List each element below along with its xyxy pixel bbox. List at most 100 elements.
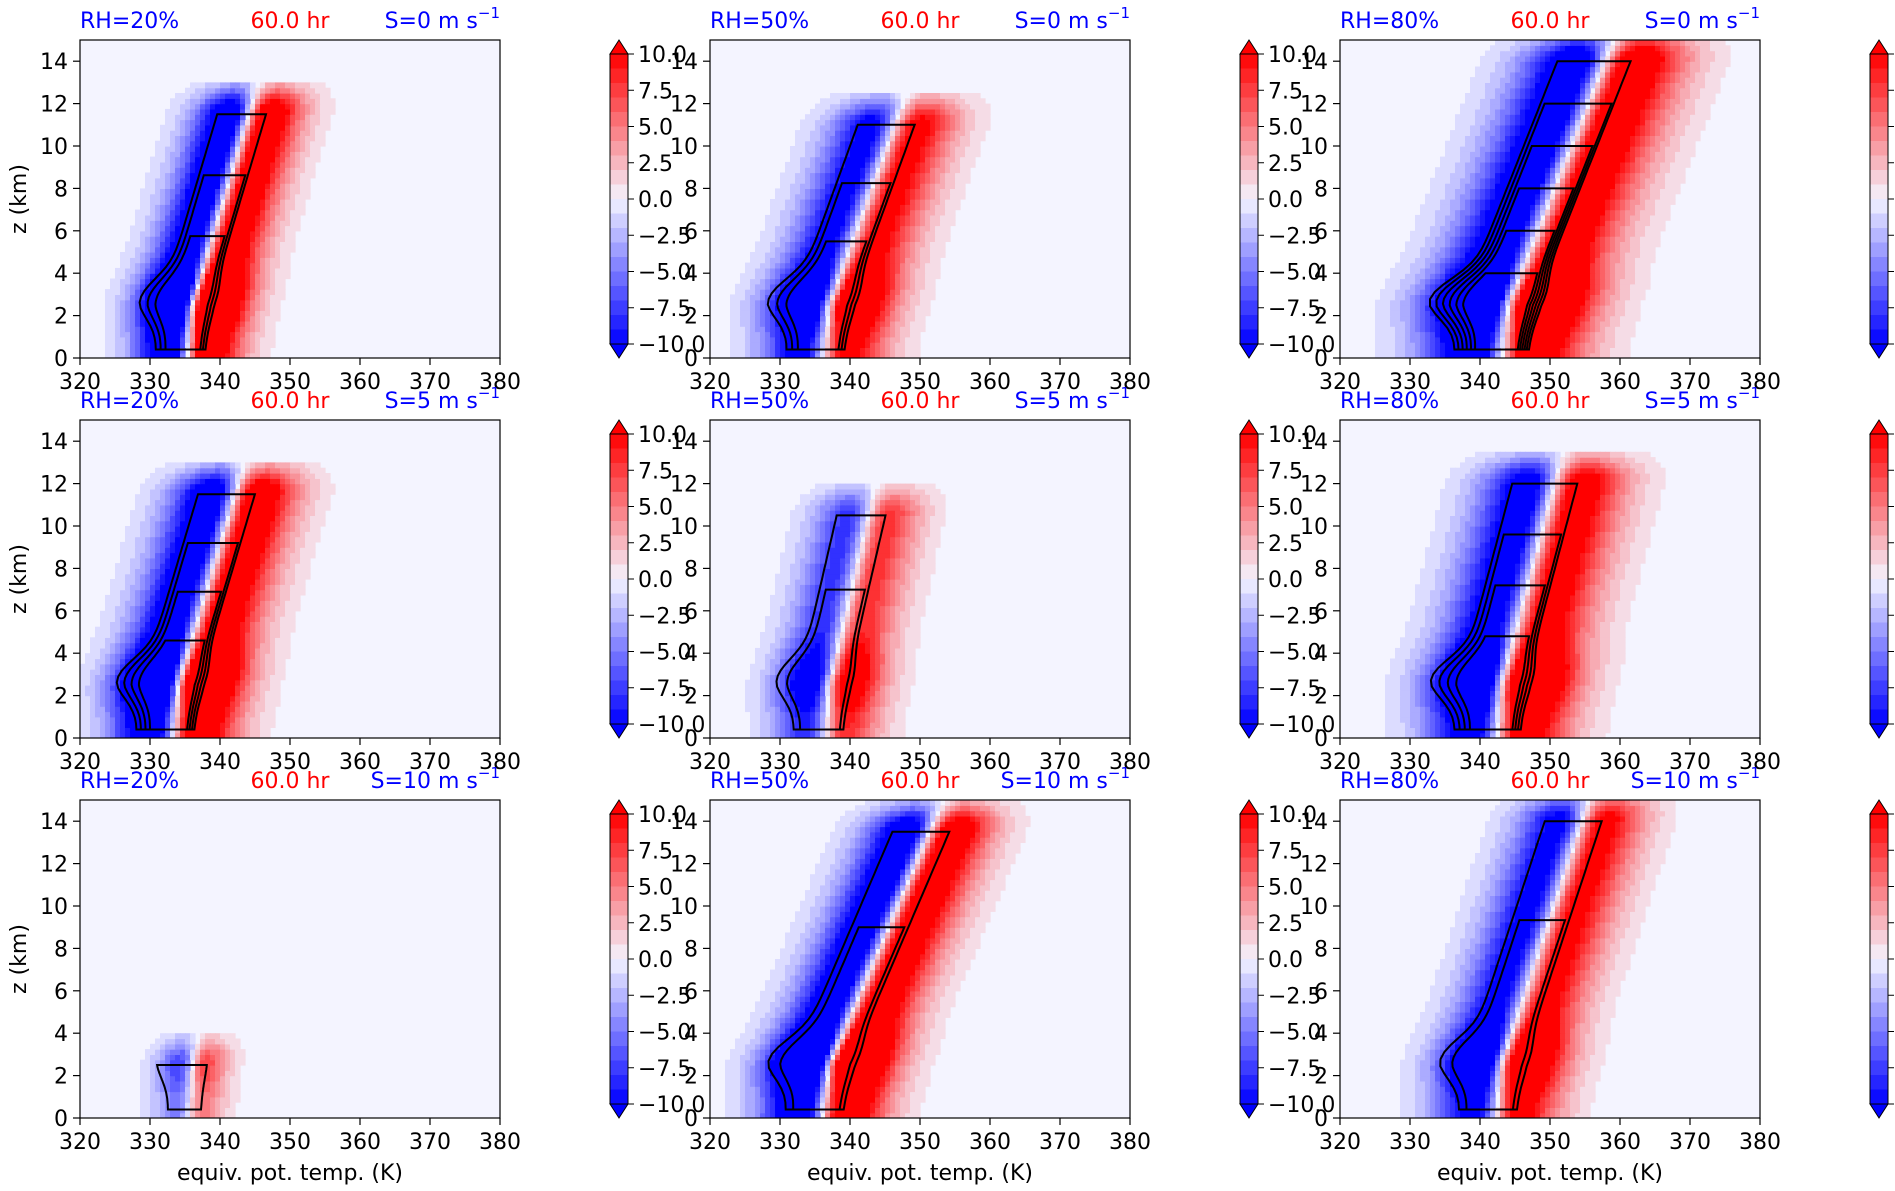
y-tick-label: 4 (54, 1022, 68, 1047)
colorbar-tick-label: 10.0 (1268, 423, 1317, 448)
colorbar-tick-label: 7.5 (1268, 79, 1303, 104)
y-tick-label: 2 (684, 305, 698, 330)
contour-lines (115, 493, 257, 731)
y-tick-label: 6 (1314, 220, 1328, 245)
x-tick-label: 350 (269, 1130, 311, 1155)
x-tick-label: 340 (199, 370, 241, 395)
y-tick-label: 0 (684, 727, 698, 752)
colorbar-extend-max (1869, 39, 1889, 55)
panel-1-3: 320 330 340 350 360 370 380 0 2 4 6 8 10 12 14 RH=80% 60… (1300, 4, 1894, 395)
y-tick-label: 6 (1314, 980, 1328, 1005)
tendency-field (1400, 800, 1676, 1118)
panel-title-rh: RH=80% (1340, 9, 1439, 34)
y-axis-label: z (km) (7, 164, 32, 234)
y-tick-label: 12 (40, 473, 68, 498)
panel-title-time: 60.0 hr (881, 9, 961, 34)
shear-value: S=0 m s (385, 9, 478, 34)
x-tick-label: 360 (339, 370, 381, 395)
y-tick-label: 6 (684, 980, 698, 1005)
x-tick-label: 380 (1109, 370, 1151, 395)
colorbar-tick-label: 0.0 (1268, 188, 1303, 213)
contour-line (776, 182, 892, 351)
x-tick-label: 330 (1389, 370, 1431, 395)
colorbar-tick-label: −10.0 (638, 333, 705, 358)
colorbar-extend-max (1239, 39, 1259, 55)
panel-3-3: 320 330 340 350 360 370 380 0 2 4 6 8 10 12 14 equiv. p… (1300, 764, 1894, 1186)
contour-line (1435, 102, 1614, 351)
y-tick-label: 0 (1314, 1107, 1328, 1132)
colorbar-extend-min (1869, 343, 1889, 359)
colorbar-tick-label: 10.0 (1268, 803, 1317, 828)
contour-line (146, 174, 247, 351)
x-tick-label: 320 (689, 370, 731, 395)
x-tick-label: 360 (969, 370, 1011, 395)
colorbar-tick-label: 5.0 (638, 496, 673, 521)
panel-title-rh: RH=50% (710, 769, 809, 794)
colorbar-tick-label: 2.5 (638, 152, 673, 177)
x-tick-label: 380 (479, 750, 521, 775)
colorbar-tick-label: −2.5 (1268, 984, 1321, 1009)
contour-lines (766, 123, 917, 351)
y-tick-label: 8 (1314, 177, 1328, 202)
y-tick-label: 12 (40, 93, 68, 118)
contour-line (115, 493, 257, 731)
colorbar-tick-label: −5.0 (638, 641, 691, 666)
colorbar-extend-max (1239, 799, 1259, 815)
colorbar-tick-label: −2.5 (1268, 224, 1321, 249)
y-tick-label: 12 (1300, 473, 1328, 498)
x-tick-label: 350 (1529, 370, 1571, 395)
x-tick-label: 370 (409, 750, 451, 775)
colorbar-tick-label: 2.5 (638, 912, 673, 937)
x-tick-label: 320 (1319, 1130, 1361, 1155)
y-tick-label: 0 (1314, 347, 1328, 372)
colorbar: 10.07.55.02.50.0−2.5−5.0−7.5−10.0 (1239, 799, 1335, 1119)
x-tick-label: 330 (129, 370, 171, 395)
panel-title-shear: S=5 m s−1 (1015, 384, 1130, 414)
panel-title-shear: S=5 m s−1 (1645, 384, 1760, 414)
y-tick-label: 10 (1300, 135, 1328, 160)
panel-title-rh: RH=50% (710, 389, 809, 414)
x-tick-label: 370 (409, 1130, 451, 1155)
panel-title-shear: S=0 m s−1 (385, 4, 500, 34)
y-tick-label: 10 (1300, 895, 1328, 920)
panel-title-time: 60.0 hr (1511, 389, 1591, 414)
x-tick-label: 380 (1739, 370, 1781, 395)
colorbar-extend-min (1869, 723, 1889, 739)
panel-title-shear: S=5 m s−1 (385, 384, 500, 414)
x-tick-label: 330 (129, 1130, 171, 1155)
colorbar: 10.07.55.02.50.0−2.5−5.0−7.5−10.0 (609, 39, 705, 359)
panel-title-time: 60.0 hr (1511, 9, 1591, 34)
panel-title-time: 60.0 hr (881, 389, 961, 414)
panel-title-shear: S=0 m s−1 (1015, 4, 1130, 34)
x-tick-label: 320 (689, 1130, 731, 1155)
colorbar-tick-label: −10.0 (638, 713, 705, 738)
colorbar-tick-label: −10.0 (638, 1093, 705, 1118)
y-tick-label: 8 (684, 937, 698, 962)
y-tick-label: 12 (40, 853, 68, 878)
y-tick-label: 12 (670, 473, 698, 498)
x-tick-label: 320 (59, 750, 101, 775)
y-tick-label: 14 (40, 810, 68, 835)
y-tick-label: 8 (54, 557, 68, 582)
contour-line (766, 123, 917, 351)
colorbar-tick-label: 10.0 (638, 423, 687, 448)
x-tick-label: 370 (1669, 1130, 1711, 1155)
panel-title-rh: RH=80% (1340, 769, 1439, 794)
y-tick-label: 8 (1314, 557, 1328, 582)
y-tick-label: 2 (1314, 305, 1328, 330)
x-tick-label: 380 (479, 1130, 521, 1155)
colorbar: 10.07.55.02.50.0−2.5−5.0−7.5−10.0 (1869, 419, 1894, 739)
colorbar-tick-label: −5.0 (1268, 1021, 1321, 1046)
y-tick-label: 14 (670, 430, 698, 455)
x-tick-label: 320 (689, 750, 731, 775)
panel-title-rh: RH=20% (80, 9, 179, 34)
panel-title-rh: RH=50% (710, 9, 809, 34)
colorbar-extend-max (1869, 419, 1889, 435)
colorbar-tick-label: −10.0 (1268, 333, 1335, 358)
x-tick-label: 370 (1669, 370, 1711, 395)
panel-3-1: 320 330 340 350 360 370 380 0 2 4 6 8 10 12 14 z (km) eq… (7, 764, 705, 1186)
x-tick-label: 340 (829, 1130, 871, 1155)
y-tick-label: 0 (54, 347, 68, 372)
colorbar-tick-label: −5.0 (1268, 641, 1321, 666)
